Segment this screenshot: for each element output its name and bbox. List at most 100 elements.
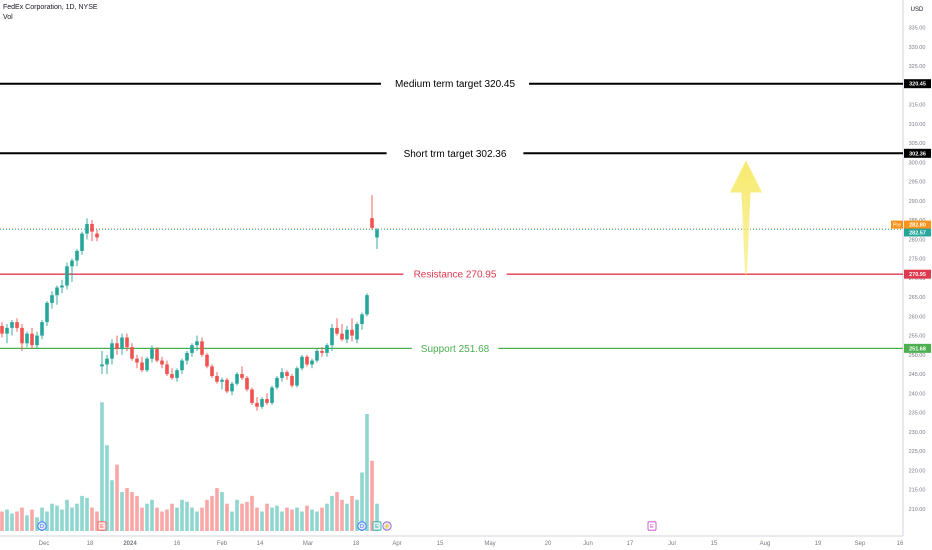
volume-bar xyxy=(245,501,249,531)
candle-body xyxy=(90,223,94,232)
candle-body xyxy=(65,266,69,286)
candle-body xyxy=(100,364,104,367)
candle-body xyxy=(295,368,299,386)
candle-body xyxy=(240,374,244,378)
earnings-up-marker-icon xyxy=(372,521,382,531)
level-price-badge-text: 320.45 xyxy=(909,82,926,88)
candle-body xyxy=(75,250,79,261)
candle-body xyxy=(335,327,339,334)
volume-bar xyxy=(375,503,379,531)
candle-body xyxy=(215,375,219,382)
volume-bar xyxy=(250,495,254,531)
candle-body xyxy=(375,229,379,238)
volume-bar xyxy=(75,503,79,531)
candle-body xyxy=(320,350,324,353)
earnings-down-marker-icon xyxy=(97,521,107,531)
price-tick-label: 270.00 xyxy=(909,276,926,282)
volume-bar xyxy=(260,511,264,531)
level-price-badge xyxy=(904,148,931,158)
volume-bar xyxy=(275,505,279,531)
volume-bar xyxy=(25,515,29,531)
volume-bar xyxy=(300,511,304,531)
volume-bar xyxy=(150,499,154,531)
volume-bar xyxy=(305,505,309,531)
volume-bar xyxy=(120,492,124,531)
level-price-badge-text: 270.95 xyxy=(909,272,926,278)
candle-body xyxy=(200,341,204,355)
level-label-bg xyxy=(403,268,507,281)
volume-bar xyxy=(200,507,204,531)
time-tick-label: Apr xyxy=(392,541,401,547)
volume-indicator-label[interactable]: Vol xyxy=(3,14,13,21)
time-tick-label: 20 xyxy=(545,541,552,547)
volume-bar xyxy=(360,472,364,531)
last-price-badge xyxy=(904,228,931,237)
dividend-marker-icon xyxy=(37,521,47,531)
volume-bar xyxy=(365,414,369,531)
candle-body xyxy=(245,377,249,390)
premarket-tag xyxy=(891,220,903,229)
time-tick-label: Aug xyxy=(760,541,771,547)
volume-bar xyxy=(115,464,119,531)
price-tick-label: 330.00 xyxy=(909,45,926,51)
volume-bar xyxy=(65,499,69,531)
time-tick-label: Feb xyxy=(217,541,228,547)
chart-symbol-title: FedEx Corporation, 1D, NYSE xyxy=(3,4,98,11)
price-tick-label: 310.00 xyxy=(909,122,926,128)
volume-bar xyxy=(325,503,329,531)
price-tick-label: 235.00 xyxy=(909,411,926,417)
candle-body xyxy=(340,333,344,340)
volume-bar xyxy=(85,497,89,531)
candle-body xyxy=(345,329,349,340)
candle-body xyxy=(315,350,319,361)
candle-body xyxy=(120,337,124,350)
target-arrow xyxy=(730,160,762,275)
level-price-badge xyxy=(904,269,931,279)
candle-body xyxy=(60,285,64,288)
candle-body xyxy=(190,345,194,353)
volume-bar xyxy=(370,460,374,531)
volume-bar xyxy=(345,503,349,531)
time-tick-label: Dec xyxy=(39,541,50,547)
level-price-badge-text: 251.68 xyxy=(909,346,926,352)
candle-body xyxy=(45,302,49,323)
level-price-badge xyxy=(904,343,931,353)
candle-body xyxy=(305,356,309,365)
candle-body xyxy=(365,295,369,315)
price-tick-label: 220.00 xyxy=(909,468,926,474)
candle-body xyxy=(30,333,34,346)
volume-bar xyxy=(90,507,94,531)
volume-bar xyxy=(140,507,144,531)
candle-body xyxy=(250,389,254,403)
price-tick-label: 290.00 xyxy=(909,199,926,205)
price-tick-label: 275.00 xyxy=(909,257,926,263)
volume-bar xyxy=(340,499,344,531)
candle-body xyxy=(180,360,184,371)
candle-body xyxy=(145,358,149,371)
volume-bar xyxy=(0,511,4,531)
price-tick-label: 210.00 xyxy=(909,507,926,513)
volume-bar xyxy=(165,509,169,531)
level-price-badge xyxy=(904,79,931,89)
volume-bar xyxy=(270,507,274,531)
candle-body xyxy=(220,379,224,382)
candle-body xyxy=(230,383,234,392)
time-tick-label: May xyxy=(484,541,495,547)
price-tick-label: 225.00 xyxy=(909,449,926,455)
event-marker-glyph: ⚡ xyxy=(384,523,391,530)
price-tick-label: 325.00 xyxy=(909,64,926,70)
volume-bar xyxy=(160,511,164,531)
premarket-price-badge-text: 282.80 xyxy=(909,223,926,229)
time-tick-label: 17 xyxy=(627,541,634,547)
level-label-bg xyxy=(381,77,529,90)
volume-bar xyxy=(315,511,319,531)
volume-bar xyxy=(295,507,299,531)
price-tick-label: 335.00 xyxy=(909,26,926,32)
time-tick-label: Mar xyxy=(303,541,313,547)
volume-bar xyxy=(185,501,189,531)
level-label: Resistance 270.95 xyxy=(414,270,497,281)
last-price-badge-text: 282.57 xyxy=(909,230,926,236)
candle-body xyxy=(170,374,174,378)
candle-body xyxy=(50,295,54,303)
